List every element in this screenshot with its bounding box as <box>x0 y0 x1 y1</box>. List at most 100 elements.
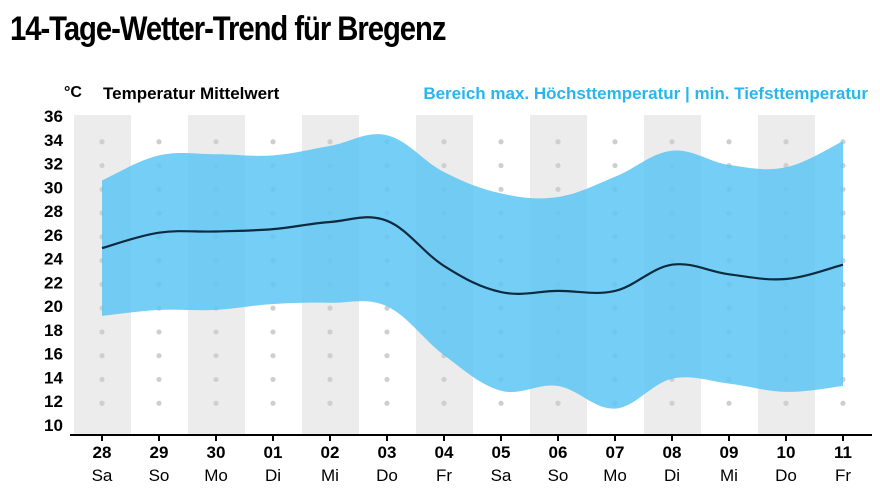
y-tick-label: 20 <box>44 297 63 316</box>
grid-dot <box>270 329 276 335</box>
x-tick-day: 29 <box>150 443 169 462</box>
x-tick-weekday: Mi <box>321 466 339 485</box>
grid-dot <box>555 139 561 145</box>
grid-dot <box>99 376 105 383</box>
grid-dot <box>213 376 219 383</box>
grid-dot <box>327 305 333 311</box>
grid-dot <box>441 376 447 383</box>
grid-dot <box>384 400 390 406</box>
grid-dot <box>384 353 390 359</box>
grid-dot <box>327 400 333 406</box>
grid-dot <box>270 400 276 406</box>
grid-dot <box>612 162 618 169</box>
y-tick-label: 10 <box>44 416 63 435</box>
y-axis-unit: °C <box>64 84 82 101</box>
axes <box>70 434 872 441</box>
mean-line <box>101 216 844 295</box>
x-tick-weekday: Do <box>376 466 398 485</box>
grid-dot <box>669 139 675 145</box>
grid-dot <box>327 139 333 145</box>
x-tick-weekday: Fr <box>436 466 452 485</box>
grid-dot <box>156 376 162 383</box>
grid-dot <box>156 400 162 406</box>
legend-mean-label: Temperatur Mittelwert <box>103 84 280 103</box>
y-tick-label: 36 <box>44 107 63 126</box>
y-tick-label: 30 <box>44 178 63 197</box>
x-tick-weekday: So <box>548 466 569 485</box>
x-tick-day: 11 <box>834 443 852 462</box>
grid-dot <box>498 400 504 406</box>
grid-dot <box>327 353 333 359</box>
grid-dot <box>441 400 447 406</box>
page-title: 14-Tage-Wetter-Trend für Bregenz <box>10 10 446 48</box>
grid-dot <box>612 139 618 145</box>
x-tick-day: 03 <box>378 443 397 462</box>
grid-dot <box>99 162 105 169</box>
grid-dot <box>270 353 276 359</box>
x-tick-weekday: Sa <box>491 466 512 485</box>
grid-dot <box>99 329 105 335</box>
x-tick-day: 28 <box>93 443 112 462</box>
x-tick-day: 02 <box>321 443 340 462</box>
grid-dot <box>270 139 276 145</box>
mean-temperature-line <box>101 216 844 295</box>
grid-dot <box>156 329 162 335</box>
y-tick-label: 34 <box>44 131 63 150</box>
grid-dot <box>555 162 561 169</box>
x-tick-weekday: Mo <box>204 466 228 485</box>
grid-dot <box>327 376 333 383</box>
x-tick-day: 04 <box>435 443 454 462</box>
grid-dot <box>555 400 561 406</box>
y-tick-label: 14 <box>44 368 63 387</box>
y-tick-label: 12 <box>44 392 63 411</box>
y-tick-label: 26 <box>44 226 63 245</box>
grid-dot <box>783 162 789 169</box>
x-tick-day: 05 <box>492 443 511 462</box>
x-tick-labels: 28 Sa 29 So 30 Mo 01 Di 02 Mi 03 Do 04 Fr 05 Sa 06 So 07 Mo… <box>92 443 852 485</box>
y-tick-labels: 10 12 14 16 18 20 22 24 26 28 30 32 34 36 <box>44 107 63 435</box>
x-tick-weekday: Di <box>664 466 680 485</box>
y-tick-label: 18 <box>44 321 63 340</box>
x-tick-weekday: So <box>149 466 170 485</box>
x-tick-day: 09 <box>720 443 739 462</box>
grid-dot <box>156 139 162 145</box>
x-tick-day: 30 <box>207 443 226 462</box>
grid-dot <box>213 139 219 145</box>
y-tick-label: 28 <box>44 202 63 221</box>
x-tick-day: 10 <box>777 443 796 462</box>
grid-dot <box>783 139 789 145</box>
legend-range-label: Bereich max. Höchsttemperatur | min. Tie… <box>423 84 868 103</box>
grid-dot <box>213 400 219 406</box>
grid-dot <box>840 400 846 406</box>
grid-dot <box>99 139 105 145</box>
grid-dot <box>726 400 732 406</box>
grid-dot <box>726 139 732 145</box>
grid-dot <box>441 162 447 169</box>
grid-dot <box>555 186 561 192</box>
x-tick-weekday: Do <box>775 466 797 485</box>
x-tick-weekday: Fr <box>835 466 851 485</box>
grid-dot <box>384 376 390 383</box>
y-tick-label: 22 <box>44 273 63 292</box>
x-tick-day: 08 <box>663 443 682 462</box>
grid-dot <box>498 162 504 169</box>
x-tick-day: 07 <box>606 443 625 462</box>
grid-dot <box>384 329 390 335</box>
x-tick-weekday: Sa <box>92 466 113 485</box>
grid-dot <box>270 376 276 383</box>
grid-dot <box>669 400 675 406</box>
grid-dot <box>99 353 105 359</box>
grid-dot <box>327 329 333 335</box>
range-band-area <box>102 134 843 409</box>
grid-dot <box>441 139 447 145</box>
grid-dot <box>213 329 219 335</box>
grid-dot <box>783 400 789 406</box>
y-tick-label: 16 <box>44 345 63 364</box>
grid-dot <box>213 353 219 359</box>
grid-dot <box>156 353 162 359</box>
y-tick-label: 32 <box>44 155 63 174</box>
x-tick-weekday: Di <box>265 466 281 485</box>
grid-dot <box>498 186 504 192</box>
grid-dot <box>498 139 504 145</box>
